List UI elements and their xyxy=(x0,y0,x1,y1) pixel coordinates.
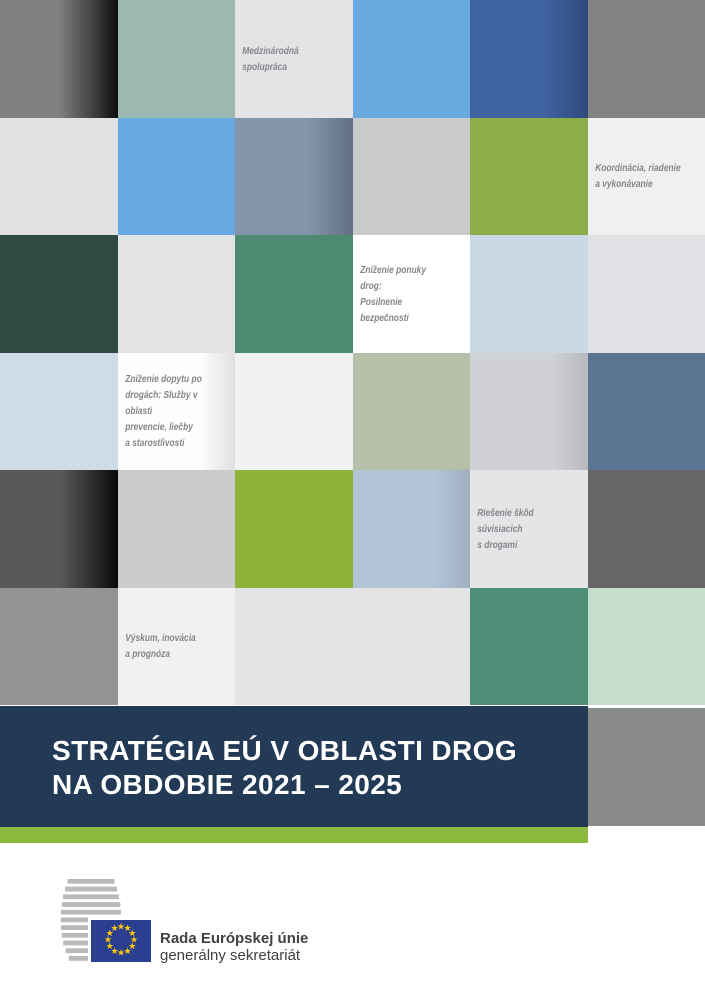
eu-star-icon: ★ xyxy=(116,922,126,933)
tile-r3c3 xyxy=(235,235,353,353)
tile-medzinarodna-spolupraca-label: Medzinárodná spolupráca xyxy=(242,44,299,73)
tile-r4c6 xyxy=(587,352,705,470)
eu-star-icon: ★ xyxy=(110,946,119,957)
cover-title-line1: STRATÉGIA EÚ V OBLASTI DROG xyxy=(52,735,518,766)
tile-r3c5 xyxy=(470,235,588,353)
tile-znizenie-ponuky: Zníženie ponuky drog: Posilnenie bezpečn… xyxy=(352,235,470,353)
tile-koordinacia: Koordinácia, riadenie a vykonávanie xyxy=(587,117,705,235)
tile-r1c6 xyxy=(587,0,705,118)
mosaic-grid: Medzinárodná spolupráca Koordinácia, riad… xyxy=(0,0,705,826)
tile-r3c1 xyxy=(0,235,118,353)
tile-vyskum: Výskum, inovácia a prognóza xyxy=(117,587,235,705)
tile-r5c1 xyxy=(0,470,118,588)
eu-flag-icon: ★ ★ ★ ★ ★ ★ ★ ★ ★ ★ ★ ★ xyxy=(91,920,151,962)
org-text: Rada Európskej únie generálny sekretariá… xyxy=(160,930,309,964)
eu-star-icon: ★ xyxy=(128,942,137,952)
tile-r1c4 xyxy=(352,0,470,118)
eu-star-icon: ★ xyxy=(123,946,132,957)
eu-star-icon: ★ xyxy=(128,929,137,939)
tile-r2c1 xyxy=(0,117,118,235)
tile-r2c2 xyxy=(117,117,235,235)
tile-r4c1 xyxy=(0,352,118,470)
eu-star-icon: ★ xyxy=(129,935,139,946)
title-band: STRATÉGIA EÚ V OBLASTI DROG NA OBDOBIE 20… xyxy=(0,706,588,827)
tile-r2c4 xyxy=(352,117,470,235)
tile-r4c5 xyxy=(470,352,588,470)
accent-stripe xyxy=(0,827,588,843)
tile-medzinarodna-spolupraca: Medzinárodná spolupráca xyxy=(235,0,353,118)
tile-riesenie-skod: Riešenie škôd súvisiacich s drogami xyxy=(470,470,588,588)
eu-star-icon: ★ xyxy=(110,924,119,935)
eu-star-icon: ★ xyxy=(103,935,113,946)
tile-r5c6 xyxy=(587,470,705,588)
cover-title: STRATÉGIA EÚ V OBLASTI DROG NA OBDOBIE 20… xyxy=(0,706,588,802)
tile-r6c5 xyxy=(470,587,588,705)
cover-title-line2: NA OBDOBIE 2021 – 2025 xyxy=(52,769,403,800)
tile-r1c2 xyxy=(117,0,235,118)
eu-star-icon: ★ xyxy=(105,942,114,952)
tile-r4c4 xyxy=(352,352,470,470)
tile-vyskum-label: Výskum, inovácia a prognóza xyxy=(124,632,196,661)
tile-r1c5 xyxy=(470,0,588,118)
tile-band-side xyxy=(587,708,705,826)
tile-riesenie-skod-label: Riešenie škôd súvisiacich s drogami xyxy=(477,506,534,551)
tile-r3c2 xyxy=(117,235,235,353)
tile-r1c1 xyxy=(0,0,118,118)
tile-znizenie-dopytu-label: Zníženie dopytu po drogách: Služby v obl… xyxy=(124,373,202,450)
eu-star-icon: ★ xyxy=(123,924,132,935)
tile-znizenie-dopytu: Zníženie dopytu po drogách: Služby v obl… xyxy=(117,352,235,470)
tile-r6c3 xyxy=(235,587,353,705)
tile-r5c3 xyxy=(235,470,353,588)
tile-koordinacia-label: Koordinácia, riadenie a vykonávanie xyxy=(594,162,681,191)
footer: ★ ★ ★ ★ ★ ★ ★ ★ ★ ★ ★ ★ Rada Európskej únie generál… xyxy=(0,843,705,1000)
tile-r2c5 xyxy=(470,117,588,235)
tile-r4c3 xyxy=(235,352,353,470)
tile-r2c3 xyxy=(235,117,353,235)
tile-r5c2 xyxy=(117,470,235,588)
tile-r5c4 xyxy=(352,470,470,588)
org-subtitle: generálny sekretariát xyxy=(160,946,301,964)
eu-star-icon: ★ xyxy=(116,948,126,959)
tile-r3c6 xyxy=(587,235,705,353)
tile-r6c6 xyxy=(587,587,705,705)
tile-r6c1 xyxy=(0,587,118,705)
org-name: Rada Európskej únie xyxy=(160,930,309,947)
tile-r6c4 xyxy=(352,587,470,705)
eu-star-icon: ★ xyxy=(105,929,114,939)
tile-znizenie-ponuky-label: Zníženie ponuky drog: Posilnenie bezpečn… xyxy=(359,263,426,324)
